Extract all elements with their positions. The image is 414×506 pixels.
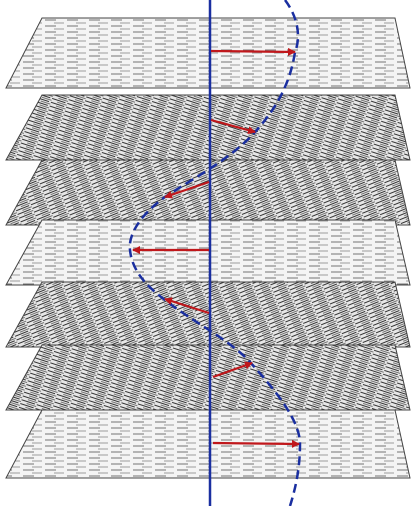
director-arrows: [132, 47, 300, 448]
layer: [5, 281, 411, 348]
layers: [5, 17, 411, 479]
arrow: [210, 47, 296, 56]
arrow: [212, 439, 300, 448]
layer: [5, 344, 411, 411]
arrow: [210, 118, 256, 135]
layer: [5, 17, 411, 89]
arrow: [164, 180, 210, 199]
layer: [5, 409, 411, 479]
arrow: [212, 361, 253, 379]
layer: [5, 94, 411, 161]
helix-curve: [128, 0, 302, 506]
layer: [5, 219, 411, 286]
arrow: [164, 297, 210, 315]
layer: [5, 159, 411, 226]
